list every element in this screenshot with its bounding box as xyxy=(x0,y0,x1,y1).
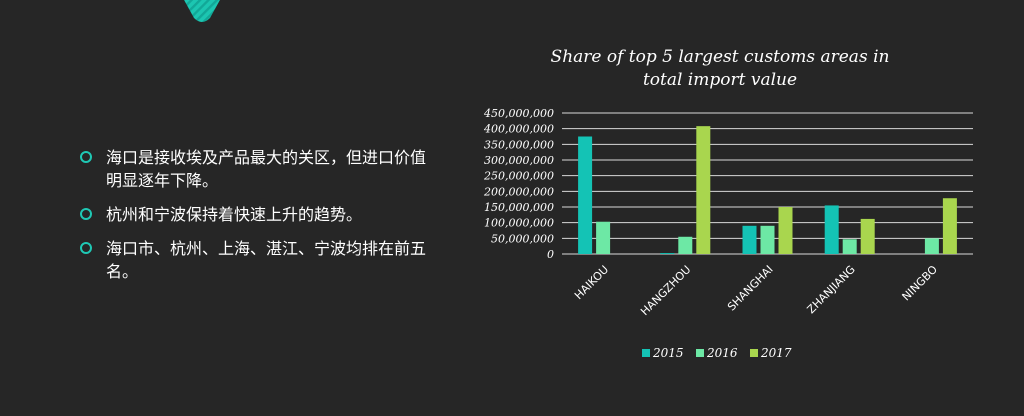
bullet-ring-icon xyxy=(80,208,92,220)
x-tick-label: HAIKOU xyxy=(572,263,611,302)
y-tick-label: 200,000,000 xyxy=(483,185,554,198)
bullet-list: 海口是接收埃及产品最大的关区，但进口价值明显逐年下降。 杭州和宁波保持着快速上升… xyxy=(80,146,440,294)
legend-label-2017: 2017 xyxy=(760,346,792,360)
bullet-item: 杭州和宁波保持着快速上升的趋势。 xyxy=(80,203,440,226)
x-tick-label: ZHANJIANG xyxy=(805,263,858,316)
x-tick-label: HANGZHOU xyxy=(638,263,693,318)
bar-2015-haikou xyxy=(578,136,593,254)
y-tick-label: 150,000,000 xyxy=(484,201,554,214)
bar-2015-shanghai xyxy=(742,225,757,254)
bars xyxy=(578,126,957,254)
chart-title-line-2: total import value xyxy=(643,70,797,90)
legend-swatch-2017 xyxy=(750,349,758,357)
y-axis-ticks: 450,000,000 400,000,000 350,000,000 300,000… xyxy=(483,107,554,261)
bullet-item: 海口是接收埃及产品最大的关区，但进口价值明显逐年下降。 xyxy=(80,146,440,192)
y-tick-label: 400,000,000 xyxy=(483,123,554,136)
corner-decoration xyxy=(184,0,220,22)
y-tick-label: 100,000,000 xyxy=(484,217,554,230)
bar-2017-zhanjiang xyxy=(860,218,875,254)
y-tick-label: 50,000,000 xyxy=(491,232,554,245)
bar-2016-zhanjiang xyxy=(842,239,857,254)
bar-2015-hangzhou xyxy=(660,253,675,254)
bullet-item: 海口市、杭州、上海、湛江、宁波均排在前五名。 xyxy=(80,237,440,283)
y-tick-label: 300,000,000 xyxy=(484,154,554,167)
legend-swatch-2016 xyxy=(696,349,704,357)
x-tick-label: NINGBO xyxy=(900,263,941,304)
y-tick-label: 350,000,000 xyxy=(484,138,554,151)
legend: 2015 2016 2017 xyxy=(642,346,792,360)
bullet-ring-icon xyxy=(80,242,92,254)
bullet-text: 杭州和宁波保持着快速上升的趋势。 xyxy=(106,205,363,224)
y-tick-label: 450,000,000 xyxy=(483,107,554,120)
bar-2016-ningbo xyxy=(924,238,939,254)
legend-swatch-2015 xyxy=(642,349,650,357)
bar-2017-ningbo xyxy=(942,198,957,254)
bar-2016-haikou xyxy=(596,221,611,254)
x-axis-ticks: HAIKOU HANGZHOU SHANGHAI ZHANJIANG NINGBO xyxy=(572,263,940,318)
bar-2016-hangzhou xyxy=(678,236,693,254)
import-share-bar-chart: Share of top 5 largest customs areas in … xyxy=(483,47,973,360)
bullet-text: 海口市、杭州、上海、湛江、宁波均排在前五名。 xyxy=(106,239,427,281)
legend-label-2015: 2015 xyxy=(652,346,684,360)
bar-2017-hangzhou xyxy=(696,126,711,254)
bar-2015-zhanjiang xyxy=(824,205,839,254)
bar-2016-shanghai xyxy=(760,225,775,254)
chart-title-line-1: Share of top 5 largest customs areas in xyxy=(551,47,890,67)
bar-2017-shanghai xyxy=(778,207,793,254)
bullet-ring-icon xyxy=(80,151,92,163)
y-tick-label: 250,000,000 xyxy=(483,170,554,183)
x-tick-label: SHANGHAI xyxy=(725,263,776,314)
bullet-text: 海口是接收埃及产品最大的关区，但进口价值明显逐年下降。 xyxy=(106,148,427,190)
y-tick-label: 0 xyxy=(547,248,554,261)
legend-label-2016: 2016 xyxy=(706,346,738,360)
